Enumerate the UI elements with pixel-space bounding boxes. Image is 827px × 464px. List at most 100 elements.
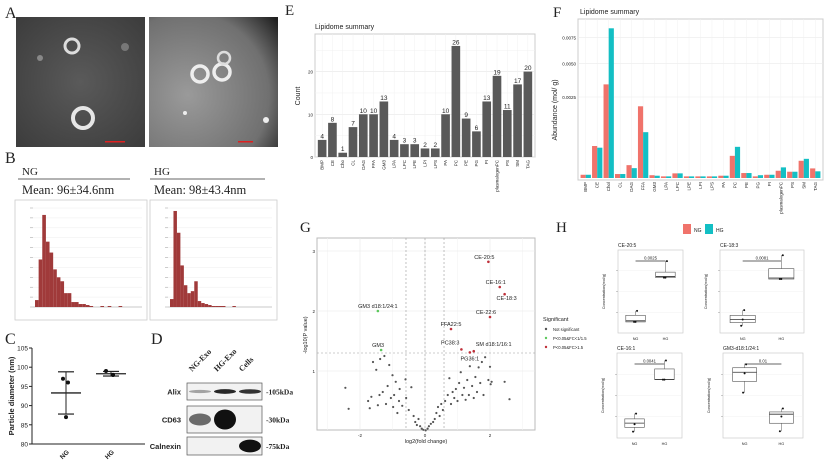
data-point <box>66 380 70 385</box>
histogram-frame <box>14 199 148 321</box>
bar-value-label: 19 <box>493 69 501 76</box>
bar-ng <box>706 176 712 178</box>
subplot-title: CE-20:5 <box>618 243 637 249</box>
point-label: CE-16:1 <box>486 280 506 286</box>
x-tick-label: TAG <box>525 160 530 169</box>
y-axis-label: Concentration(mol/g) <box>601 377 605 413</box>
bar-value-label: 4 <box>320 133 324 140</box>
data-point <box>424 429 427 432</box>
data-point <box>461 393 464 397</box>
histogram-bar <box>85 305 90 307</box>
data-point <box>477 366 480 369</box>
histogram-bar <box>170 299 174 307</box>
data-point <box>376 404 379 407</box>
bar-value-label: 10 <box>442 108 450 115</box>
x-tick-label: PC <box>453 159 458 166</box>
molecular-weight-label: -105kDa <box>266 388 293 397</box>
bar <box>389 139 399 157</box>
data-point <box>111 372 115 377</box>
bar-ng <box>626 165 632 178</box>
data-point <box>781 254 784 257</box>
p-value-label: 0.0081 <box>756 256 769 261</box>
x-tick-label: TAG <box>813 182 818 191</box>
data-point <box>745 363 748 366</box>
significant-point <box>503 292 506 296</box>
bar-value-label: 13 <box>483 95 491 102</box>
data-point <box>489 383 492 386</box>
data-point <box>383 354 386 358</box>
data-point <box>488 365 492 368</box>
bar <box>328 122 337 157</box>
legend-marker <box>544 345 548 349</box>
data-point <box>664 359 667 362</box>
histogram-bar <box>190 291 195 307</box>
y-tick-label: 90 <box>21 403 29 410</box>
legend-label: P<0.05&FC>1.5 <box>553 345 584 350</box>
data-point <box>344 386 347 389</box>
bar-value-label: 4 <box>392 133 396 140</box>
x-tick-label: LPE <box>687 182 692 191</box>
box <box>769 411 794 424</box>
histogram-bar <box>56 277 61 307</box>
bar-hg <box>643 132 649 178</box>
box <box>768 268 795 280</box>
bar-hg <box>815 171 821 178</box>
significant-point <box>487 260 490 264</box>
tem-image-ng <box>16 17 145 147</box>
data-point <box>436 405 440 409</box>
x-tick-label: SM <box>801 182 806 189</box>
y-tick-label: 100 <box>17 365 28 372</box>
x-tick-label: PA <box>443 160 448 166</box>
protein-band <box>214 389 236 394</box>
data-point <box>475 390 479 394</box>
bar-hg <box>769 174 775 178</box>
bar <box>502 110 512 157</box>
tem-image-hg <box>149 17 278 147</box>
x-tick-label: LPE <box>412 160 417 169</box>
data-point <box>422 428 425 431</box>
histogram-bar <box>49 252 54 307</box>
histogram-bar <box>194 281 198 307</box>
histogram-bar <box>197 301 202 307</box>
x-tick-label: CE <box>595 182 600 188</box>
data-point <box>484 356 487 359</box>
y-tick-label: 2 <box>312 309 315 314</box>
data-point <box>662 276 665 279</box>
bar-ng <box>580 174 586 178</box>
panel-label-g: G <box>300 220 311 236</box>
data-point <box>368 407 371 410</box>
data-point <box>487 378 490 382</box>
bar <box>472 131 481 157</box>
data-point <box>414 420 417 424</box>
bar-hg <box>700 176 706 178</box>
significant-point <box>472 349 476 353</box>
bar-hg <box>689 176 695 178</box>
mean-size-text: Mean: 96±34.6nm <box>22 183 115 197</box>
data-point <box>420 427 423 430</box>
bar-value-label: 20 <box>524 65 532 72</box>
data-point <box>453 396 456 400</box>
bar-ng <box>810 168 816 178</box>
protein-band <box>214 409 236 430</box>
significant-point <box>449 327 453 331</box>
histogram-bar <box>173 210 177 307</box>
y-axis-label: Concentration(mol/g) <box>602 273 606 309</box>
x-tick-label: PI <box>767 182 772 186</box>
legend-marker <box>544 336 548 340</box>
x-tick-label: Chol <box>606 182 611 191</box>
bar-ng <box>695 176 701 178</box>
significant-point <box>376 309 380 313</box>
panel-e-bar-chart: Lipidome summary 0 10 20 Count 4 BMP 8 CE 1 Cho 7 CL… <box>295 24 536 192</box>
bar-hg <box>597 147 603 178</box>
protein-band <box>189 389 211 394</box>
histogram-bar <box>45 241 50 307</box>
bar-hg <box>780 167 786 178</box>
data-point <box>468 365 471 368</box>
data-point <box>742 391 745 394</box>
histogram-bar <box>208 305 212 307</box>
bar-value-label: 2 <box>433 142 437 149</box>
group-title: HG <box>154 166 170 178</box>
histogram-bar <box>232 306 236 307</box>
data-point <box>482 393 485 397</box>
bar-value-label: 10 <box>370 108 378 115</box>
